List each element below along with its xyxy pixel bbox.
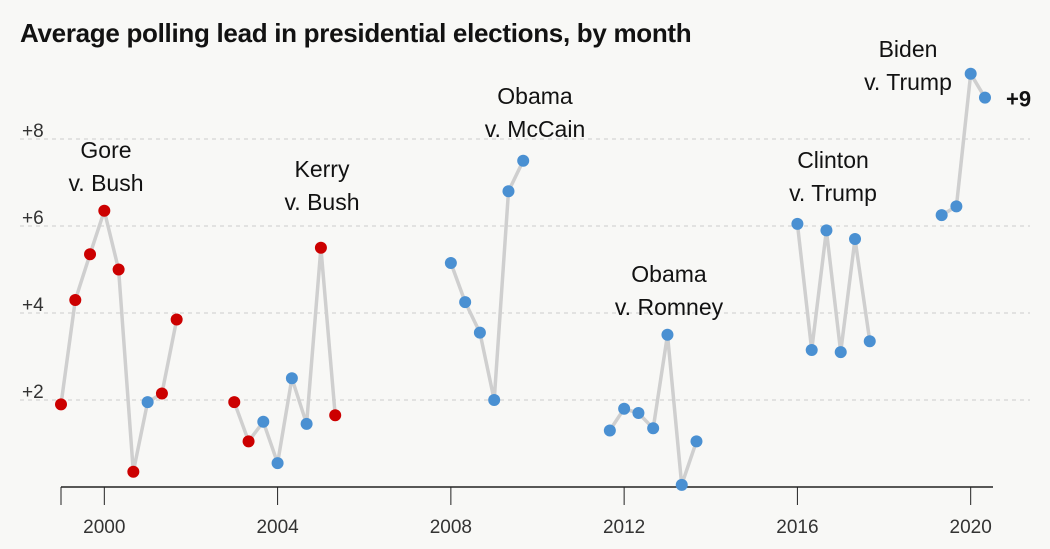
x-tick-label: 2004 [256,517,299,538]
democrat-lead-point [444,256,457,269]
series-line [232,246,337,465]
democrat-lead-point [834,346,847,359]
democrat-lead-point [603,424,616,437]
series-label: Obama [497,83,573,109]
x-tick-label: 2012 [603,517,645,538]
democrat-lead-point [690,435,703,448]
democrat-lead-point [459,296,472,309]
series-line [449,159,525,402]
y-tick-label: +8 [22,121,44,142]
democrat-lead-point [271,457,284,470]
democrat-lead-point [285,372,298,385]
series-line [795,222,872,354]
republican-lead-point [69,293,82,306]
democrat-lead-point [488,394,501,406]
data-points [55,67,991,491]
democrat-lead-point [257,415,270,428]
series-label: Gore [80,137,131,163]
x-tick-label: 2000 [83,517,125,538]
republican-lead-point [155,387,168,400]
democrat-lead-point [300,417,313,430]
series-label: Obama [631,261,707,287]
chart-title: Average polling lead in presidential ele… [20,18,692,48]
series-label: v. McCain [485,116,586,142]
democrat-lead-point [820,224,833,237]
democrat-lead-point [950,200,963,213]
y-tick-label: +6 [22,208,44,229]
x-tick-label: 2020 [950,517,992,538]
series-label: v. Romney [615,294,724,320]
democrat-lead-point [849,233,862,246]
democrat-lead-point [935,209,948,222]
democrat-lead-point [141,396,154,409]
republican-lead-point [228,396,241,409]
axes: +2 +4 +6 +8 2000 2004 2008 2012 2016 2020 [22,121,993,538]
democrat-lead-point [675,478,688,491]
series-line [59,209,179,474]
democrat-lead-point [618,402,631,415]
democrat-lead-point [647,422,660,435]
republican-lead-point [112,263,125,276]
republican-lead-point [55,398,67,411]
series-line [939,72,987,217]
democrat-lead-point [473,326,486,339]
series-label: v. Trump [864,69,952,95]
series-label: v. Bush [285,189,360,215]
republican-lead-point [84,248,97,261]
y-tick-label: +4 [22,295,44,316]
republican-lead-point [127,465,140,478]
series-label: Kerry [295,156,350,182]
democrat-lead-point [863,335,876,348]
x-tick-label: 2016 [776,517,818,538]
republican-lead-point [98,204,111,217]
republican-lead-point [314,241,327,254]
republican-lead-point [242,435,255,448]
republican-lead-point [329,409,342,422]
end-value-label: +9 [1006,87,1031,112]
democrat-lead-point [978,91,991,104]
democrat-lead-point [964,67,977,80]
series-label: v. Trump [789,180,877,206]
series-label: Biden [879,36,938,62]
republican-lead-point [170,313,183,326]
democrat-lead-point [502,185,515,198]
democrat-lead-point [805,343,818,356]
democrat-lead-point [661,328,674,341]
x-tick-label: 2008 [430,517,472,538]
series-label: v. Bush [69,170,144,196]
democrat-lead-point [791,217,804,230]
series-label: Clinton [797,147,869,173]
y-tick-label: +2 [22,382,44,403]
democrat-lead-point [632,407,645,420]
gridlines [20,138,1030,401]
series-labels: Gore v. Bush Kerry v. Bush Obama v. McCain Oba… [69,36,1032,320]
democrat-lead-point [517,154,530,167]
